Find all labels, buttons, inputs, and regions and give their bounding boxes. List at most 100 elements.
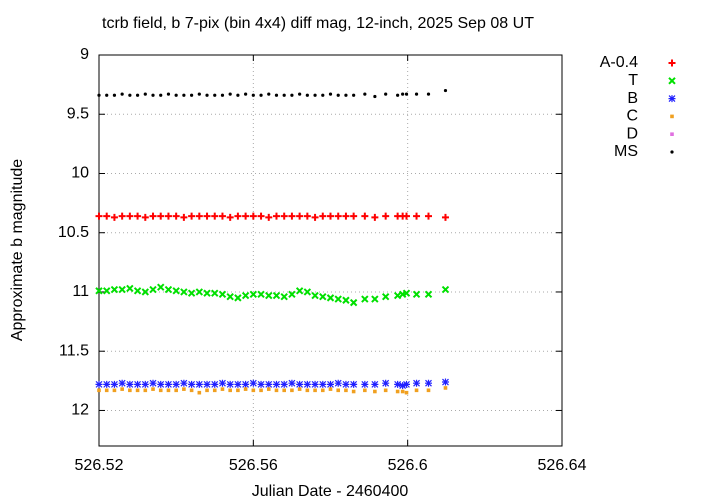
x-axis-label: Julian Date - 2460400 <box>252 483 409 500</box>
data-point <box>274 93 279 97</box>
data-point <box>305 388 310 393</box>
data-point <box>373 389 377 394</box>
data-point <box>151 387 155 391</box>
data-point <box>218 290 227 299</box>
data-point <box>251 388 256 393</box>
data-point <box>403 212 411 220</box>
data-point <box>197 390 202 395</box>
data-point <box>327 212 334 220</box>
data-point <box>166 388 171 393</box>
data-point <box>371 295 379 303</box>
data-point <box>118 379 126 387</box>
data-point <box>303 288 312 296</box>
data-point <box>350 380 358 388</box>
data-point <box>228 92 232 96</box>
data-point <box>295 287 304 295</box>
data-point <box>328 387 333 391</box>
data-point <box>334 295 342 303</box>
data-point <box>158 388 163 393</box>
data-point <box>395 389 400 394</box>
data-point <box>110 285 119 294</box>
legend-label: T <box>628 72 638 89</box>
data-point <box>311 291 319 300</box>
data-point <box>426 92 431 96</box>
data-point <box>188 212 196 220</box>
data-point <box>257 290 265 299</box>
legend-marker <box>670 132 674 136</box>
data-point <box>326 294 335 302</box>
data-point <box>361 212 369 220</box>
data-point <box>241 291 250 300</box>
data-point <box>236 388 240 393</box>
data-point <box>133 287 142 295</box>
data-point <box>141 380 149 388</box>
data-point <box>164 212 172 220</box>
data-point <box>303 380 311 388</box>
data-point <box>400 389 405 394</box>
data-point <box>288 379 296 387</box>
x-tick-label: 526.6 <box>388 457 428 474</box>
data-point <box>126 284 134 293</box>
data-point <box>234 380 242 388</box>
data-point <box>159 93 163 97</box>
data-point <box>212 388 217 393</box>
data-point <box>313 93 317 97</box>
chart-title: tcrb field, b 7-pix (bin 4x4) diff mag, … <box>102 15 534 32</box>
data-point <box>174 93 178 97</box>
data-point <box>164 380 172 388</box>
data-point <box>371 380 379 388</box>
data-point <box>211 289 219 297</box>
data-point <box>265 380 273 388</box>
data-point <box>342 380 350 388</box>
data-point <box>95 212 103 220</box>
data-point <box>190 93 194 97</box>
data-point <box>244 92 248 96</box>
data-point <box>272 291 281 300</box>
data-point <box>272 380 280 388</box>
data-point <box>242 380 250 388</box>
data-point <box>151 93 155 97</box>
data-point <box>236 93 240 97</box>
y-tick-label: 12 <box>71 402 89 419</box>
data-point <box>384 92 388 96</box>
data-point <box>195 212 203 220</box>
data-point <box>188 380 196 388</box>
data-point <box>226 213 234 221</box>
data-point <box>128 388 132 393</box>
data-point <box>350 212 358 220</box>
plot-frame <box>98 54 563 447</box>
legend-marker <box>668 95 676 103</box>
data-point <box>305 93 309 97</box>
data-point <box>157 380 165 388</box>
data-point <box>164 285 173 294</box>
data-point <box>414 388 419 393</box>
y-tick-label: 10.5 <box>58 224 89 241</box>
data-point <box>95 287 103 295</box>
data-point <box>321 93 325 97</box>
data-point <box>342 212 350 220</box>
data-point <box>218 212 226 220</box>
data-point <box>134 212 142 220</box>
data-point <box>180 379 188 387</box>
data-point <box>426 388 431 393</box>
data-point <box>296 380 304 388</box>
data-point <box>382 379 390 387</box>
data-point <box>220 387 225 391</box>
data-point <box>443 88 448 93</box>
data-point <box>320 388 325 393</box>
data-point <box>373 94 377 99</box>
data-point <box>396 93 400 97</box>
data-point <box>336 93 340 97</box>
data-point <box>282 388 286 393</box>
legend-marker <box>670 114 674 119</box>
legend-label: MS <box>614 143 638 160</box>
data-point <box>351 389 356 394</box>
data-point <box>290 388 294 393</box>
data-point <box>135 388 140 393</box>
data-point <box>274 388 279 393</box>
data-point <box>251 93 255 97</box>
data-point <box>149 285 157 294</box>
data-point <box>172 212 180 220</box>
data-point <box>157 212 165 220</box>
data-point <box>311 380 319 388</box>
